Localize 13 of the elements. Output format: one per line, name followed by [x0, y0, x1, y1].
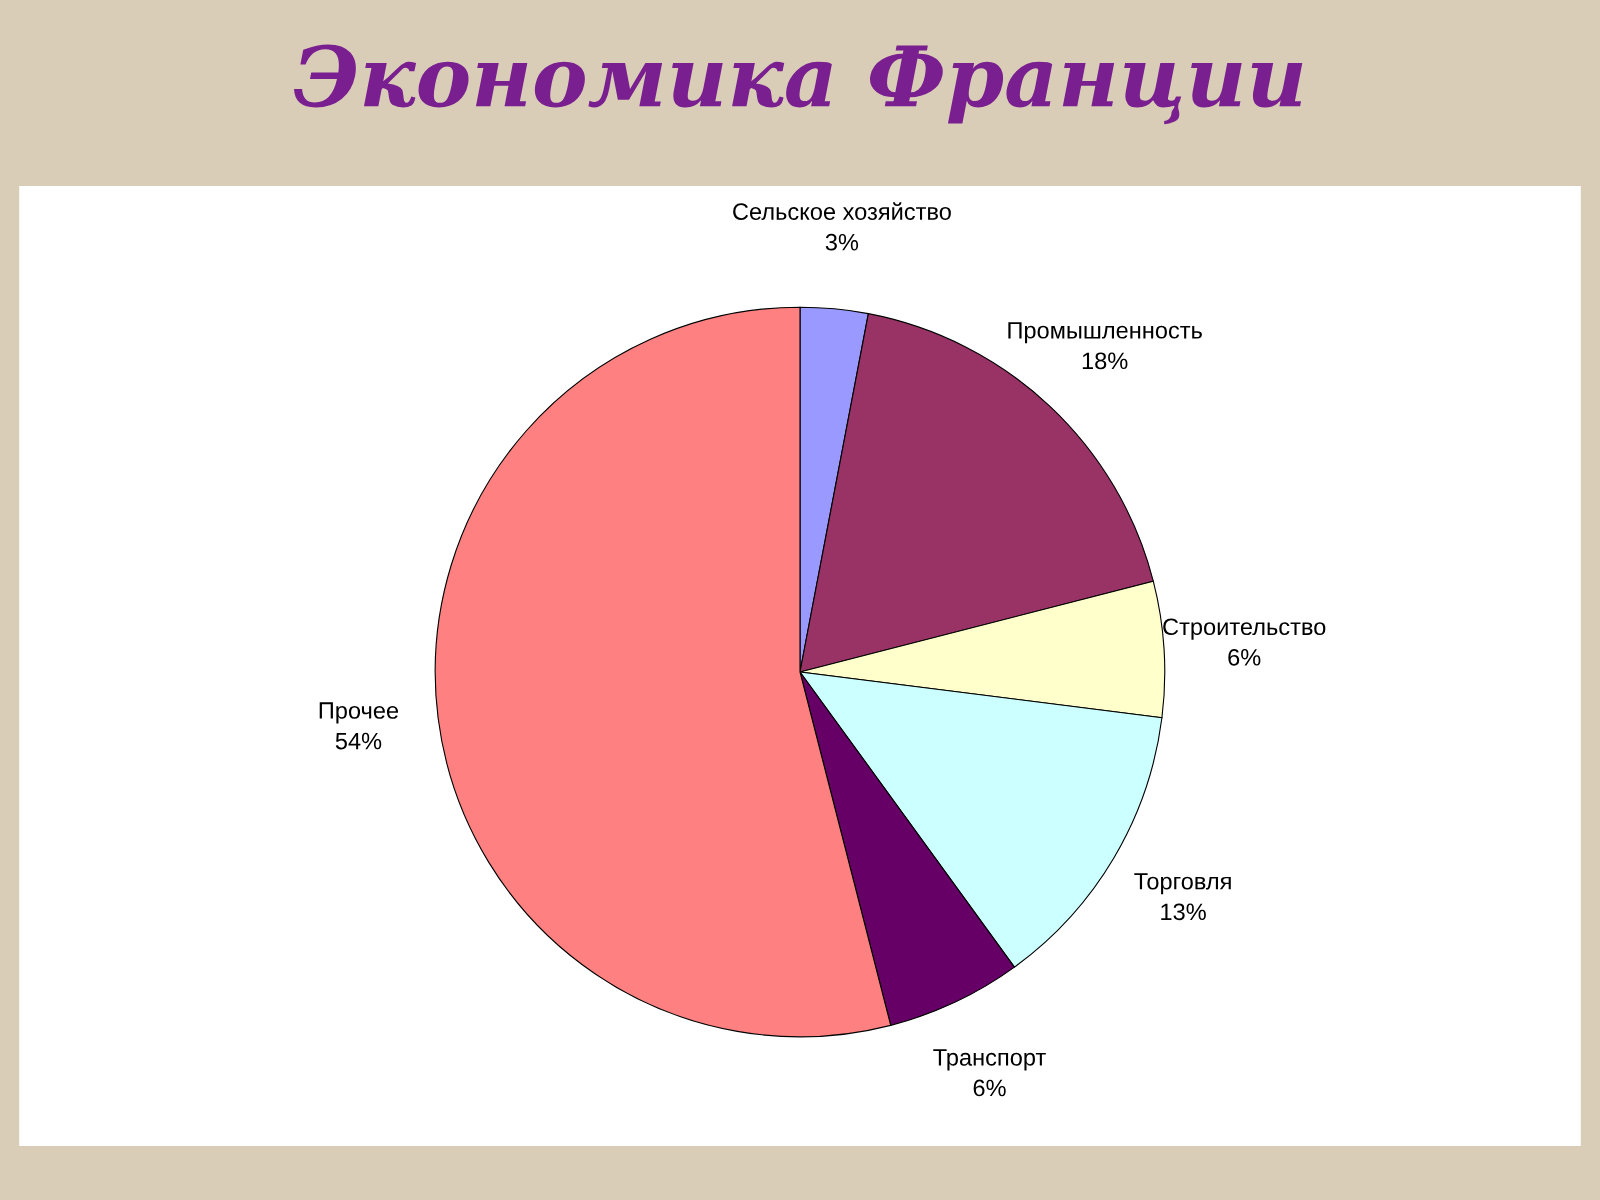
slice-label: Строительство: [1163, 618, 1326, 640]
slice-label: Прочее: [319, 702, 399, 724]
data-label: 3%: [825, 233, 859, 251]
data-label: 6%: [973, 1079, 1006, 1097]
data-label: 54%: [335, 732, 382, 750]
data-label: 13%: [1161, 903, 1206, 921]
slice-label: Торговля: [1134, 873, 1231, 895]
slice-label: Промышленность: [1008, 322, 1202, 344]
chart-title: Экономика Франции: [293, 44, 1303, 125]
slice-label: Транспорт: [933, 1049, 1046, 1071]
data-label: 18%: [1082, 352, 1128, 370]
data-label: 6%: [1228, 648, 1261, 666]
slice-label: Сельское хозяйство: [733, 202, 951, 220]
